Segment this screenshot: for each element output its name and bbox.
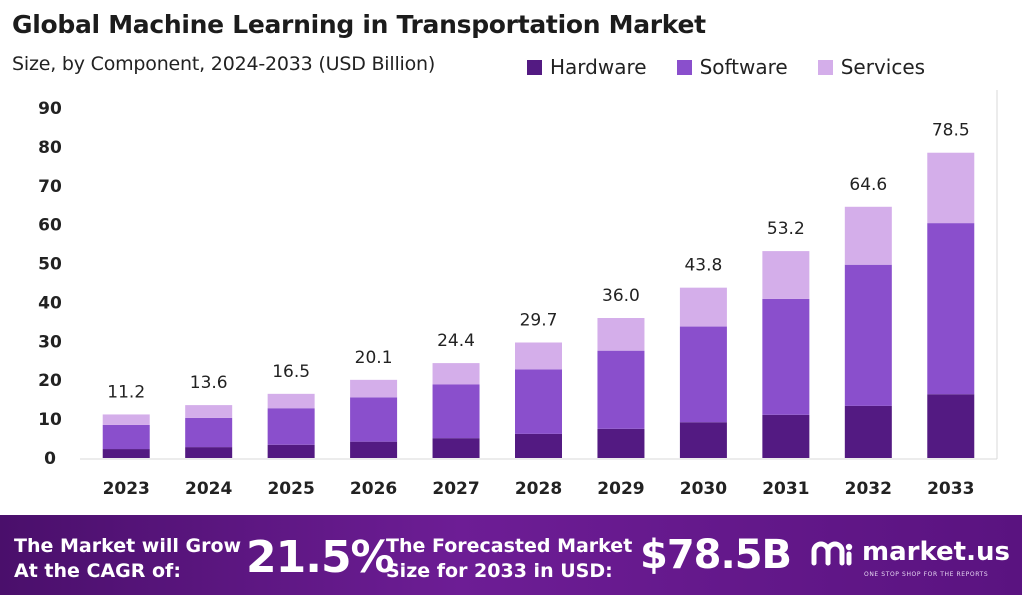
bar-hardware bbox=[515, 433, 562, 458]
forecast-caption-line1: The Forecasted Market bbox=[386, 535, 633, 557]
bar-services bbox=[102, 414, 150, 425]
bar-hardware bbox=[927, 394, 975, 458]
y-tick-label: 60 bbox=[38, 216, 62, 236]
legend-item-hardware: Hardware bbox=[527, 55, 647, 79]
y-tick-label: 90 bbox=[38, 99, 62, 119]
bar-hardware bbox=[350, 441, 398, 458]
bar-hardware bbox=[185, 447, 233, 458]
data-label-total: 13.6 bbox=[190, 373, 228, 393]
bar-services bbox=[927, 152, 975, 224]
bar-software bbox=[679, 326, 727, 423]
bar-software bbox=[762, 298, 810, 415]
x-tick-label: 2025 bbox=[267, 479, 314, 499]
bar-services bbox=[762, 251, 810, 299]
forecast-caption-line2: Size for 2033 in USD: bbox=[386, 560, 613, 582]
data-label-total: 64.6 bbox=[849, 175, 887, 195]
bar-software bbox=[844, 264, 892, 406]
legend-label-hardware: Hardware bbox=[550, 55, 647, 79]
data-label-total: 24.4 bbox=[437, 331, 475, 351]
cagr-value: 21.5% bbox=[246, 532, 395, 583]
brand-name: market.us bbox=[862, 537, 1010, 567]
forecast-value: $78.5B bbox=[640, 532, 792, 578]
bar-software bbox=[927, 223, 975, 395]
y-tick-label: 10 bbox=[38, 410, 62, 430]
data-label-total: 43.8 bbox=[684, 256, 722, 276]
data-label-total: 29.7 bbox=[520, 311, 558, 331]
x-tick-label: 2023 bbox=[103, 479, 150, 499]
y-tick-label: 30 bbox=[38, 332, 62, 352]
bar-software bbox=[267, 408, 315, 445]
bar-services bbox=[267, 393, 315, 409]
data-label-total: 11.2 bbox=[107, 382, 145, 402]
y-tick-label: 40 bbox=[38, 293, 62, 313]
bar-hardware bbox=[597, 428, 645, 458]
brand-logo[interactable]: market.us ONE STOP SHOP FOR THE REPORTS bbox=[810, 537, 1010, 578]
bar-software bbox=[515, 369, 562, 434]
bar-chart: 010203040506070809011.2202313.6202416.52… bbox=[38, 90, 998, 499]
bar-hardware bbox=[679, 422, 727, 458]
bar-hardware bbox=[432, 438, 480, 458]
legend-item-software: Software bbox=[676, 55, 788, 79]
data-label-total: 78.5 bbox=[932, 121, 970, 141]
legend-swatch-hardware bbox=[527, 59, 542, 75]
bar-software bbox=[350, 397, 398, 442]
y-tick-label: 80 bbox=[38, 138, 62, 158]
legend: Hardware Software Services bbox=[527, 55, 925, 79]
data-label-total: 53.2 bbox=[767, 219, 805, 239]
data-label-total: 36.0 bbox=[602, 286, 640, 306]
bar-software bbox=[185, 417, 233, 448]
bar-services bbox=[185, 405, 233, 418]
y-tick-label: 70 bbox=[38, 177, 62, 197]
bar-hardware bbox=[267, 444, 315, 458]
legend-label-software: Software bbox=[699, 55, 788, 79]
brand-tagline: ONE STOP SHOP FOR THE REPORTS bbox=[864, 571, 989, 578]
x-tick-label: 2032 bbox=[845, 479, 892, 499]
bar-services bbox=[597, 318, 645, 351]
footer-banner: The Market will Grow At the CAGR of: 21.… bbox=[0, 515, 1022, 595]
bar-services bbox=[679, 287, 727, 327]
x-tick-label: 2024 bbox=[185, 479, 232, 499]
chart-plot-area: 0 10 20 30 40 50 60 70 80 90 11.2 2023 13.6 2024 16.5 2… bbox=[0, 90, 1022, 515]
x-tick-label: 2031 bbox=[762, 479, 809, 499]
y-tick-label: 0 bbox=[44, 449, 56, 469]
bar-software bbox=[597, 350, 645, 429]
chart-title: Global Machine Learning in Transportatio… bbox=[12, 10, 706, 39]
x-tick-label: 2028 bbox=[515, 479, 562, 499]
cagr-caption-line2: At the CAGR of: bbox=[14, 560, 181, 582]
chart-subtitle: Size, by Component, 2024-2033 (USD Billi… bbox=[12, 53, 436, 75]
bar-services bbox=[515, 342, 562, 370]
bar-services bbox=[844, 206, 892, 265]
data-label-total: 16.5 bbox=[272, 362, 310, 382]
x-tick-label: 2026 bbox=[350, 479, 397, 499]
brand-mark-icon bbox=[811, 541, 853, 566]
x-tick-label: 2030 bbox=[680, 479, 727, 499]
bar-services bbox=[350, 379, 398, 398]
legend-swatch-software bbox=[676, 59, 692, 75]
bar-services bbox=[432, 363, 480, 385]
legend-label-services: Services bbox=[840, 55, 926, 79]
bar-software bbox=[432, 384, 480, 439]
legend-item-services: Services bbox=[817, 55, 926, 79]
x-tick-label: 2033 bbox=[927, 479, 974, 499]
bar-hardware bbox=[102, 449, 150, 458]
bar-hardware bbox=[762, 414, 810, 458]
cagr-caption-line1: The Market will Grow bbox=[14, 535, 242, 557]
x-tick-label: 2027 bbox=[432, 479, 479, 499]
y-tick-label: 20 bbox=[38, 371, 62, 391]
bar-software bbox=[102, 424, 150, 450]
data-label-total: 20.1 bbox=[355, 348, 393, 368]
bar-hardware bbox=[844, 405, 892, 458]
y-tick-label: 50 bbox=[38, 255, 62, 275]
legend-swatch-services bbox=[817, 59, 833, 75]
x-tick-label: 2029 bbox=[597, 479, 644, 499]
